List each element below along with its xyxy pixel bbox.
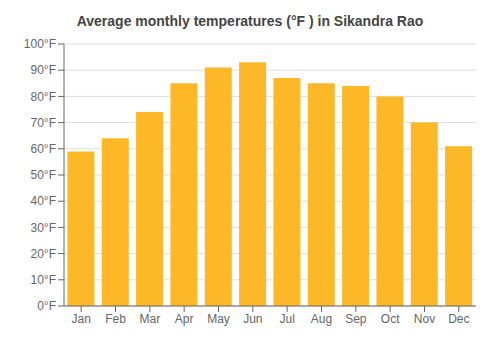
svg-text:Oct: Oct bbox=[381, 312, 400, 326]
svg-text:Dec: Dec bbox=[448, 312, 469, 326]
svg-text:May: May bbox=[207, 312, 230, 326]
svg-text:40°F: 40°F bbox=[31, 194, 56, 208]
svg-text:60°F: 60°F bbox=[31, 142, 56, 156]
svg-text:Jul: Jul bbox=[279, 312, 294, 326]
svg-text:Sep: Sep bbox=[345, 312, 367, 326]
svg-text:10°F: 10°F bbox=[31, 273, 56, 287]
svg-text:Feb: Feb bbox=[105, 312, 126, 326]
svg-text:Mar: Mar bbox=[139, 312, 160, 326]
svg-text:70°F: 70°F bbox=[31, 116, 56, 130]
svg-text:80°F: 80°F bbox=[31, 90, 56, 104]
svg-text:Jun: Jun bbox=[243, 312, 262, 326]
svg-text:Nov: Nov bbox=[414, 312, 435, 326]
svg-text:Aug: Aug bbox=[311, 312, 332, 326]
svg-text:50°F: 50°F bbox=[31, 168, 56, 182]
svg-text:100°F: 100°F bbox=[24, 37, 56, 51]
svg-text:90°F: 90°F bbox=[31, 63, 56, 77]
svg-text:Jan: Jan bbox=[71, 312, 90, 326]
svg-text:0°F: 0°F bbox=[37, 299, 56, 313]
svg-text:30°F: 30°F bbox=[31, 221, 56, 235]
svg-text:Apr: Apr bbox=[175, 312, 194, 326]
svg-text:20°F: 20°F bbox=[31, 247, 56, 261]
html-text:Average monthly temperatures (: Average monthly temperatures (°F ) in Si… bbox=[76, 13, 424, 29]
